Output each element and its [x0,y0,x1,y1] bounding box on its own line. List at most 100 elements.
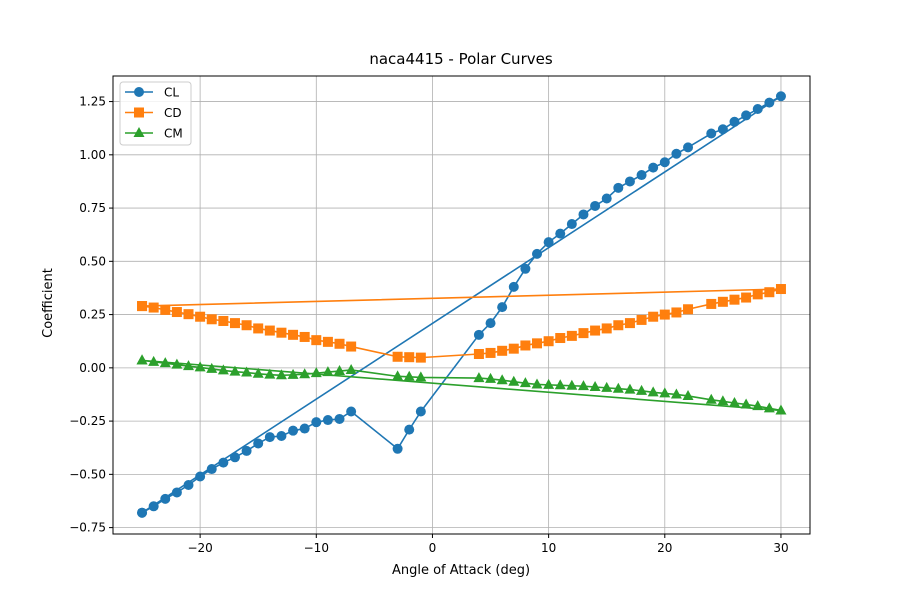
cm-point [392,370,404,381]
cd-point [346,341,357,352]
cd-point [683,304,694,315]
cl-point [229,452,240,463]
cl-point [741,110,752,121]
cm-point [670,388,682,399]
legend-item-cd: CD [125,106,182,120]
cd-point [415,352,426,363]
cl-point [171,487,182,498]
cm-point [310,367,322,378]
cl-point [624,176,635,187]
cd-point [729,294,740,305]
x-axis-label: Angle of Attack (deg) [392,563,530,578]
cm-point [171,358,183,369]
cd-point [299,331,310,342]
cl-point [183,480,194,491]
cd-point [183,309,194,320]
cl-point [148,501,159,512]
cd-point [717,296,728,307]
cl-point [752,104,763,115]
cl-point [764,97,775,108]
cd-point [334,338,345,349]
axes-frame [112,75,811,535]
cd-point [137,301,148,312]
cm-point [194,361,206,372]
cd-point [392,351,403,362]
cm-point [473,372,485,383]
y-tick-label: 0.75 [79,201,106,215]
cm-point [740,398,752,409]
cl-point [706,128,717,139]
cd-point [578,328,589,339]
cm-point [159,357,171,368]
cm-point [554,379,566,390]
cm-point [275,369,287,380]
cl-point [392,443,403,454]
cl-point [659,157,670,168]
cm-point [299,368,311,379]
cd-point [613,320,624,331]
cl-point [195,471,206,482]
cm-point [717,395,729,406]
y-tick-label: 1.00 [79,148,106,162]
cl-point [497,302,508,313]
cl-point [578,209,589,220]
cd-point [555,333,566,344]
cd-point [276,327,287,338]
cl-point [717,124,728,135]
cm-point [531,378,543,389]
cd-point [253,323,264,334]
cm-point [601,381,613,392]
cl-point [334,413,345,424]
cl-point [613,182,624,193]
cd-point [171,307,182,318]
cd-point [764,287,775,298]
cl-point [311,417,322,428]
y-tick-label: 0.00 [79,361,106,375]
legend-marker [134,87,144,97]
cd-point [497,345,508,356]
cd-point [671,307,682,318]
cd-point [322,336,333,347]
cd-point [241,320,252,331]
x-tick-label: 20 [657,541,672,555]
cm-point [508,375,520,386]
cm-point [577,380,589,391]
cl-point [683,142,694,153]
cd-point [706,298,717,309]
cd-point [195,311,206,322]
cm-point [415,371,427,382]
cl-point [566,219,577,230]
series-cl [137,91,786,518]
y-tick-label: 1.25 [79,95,106,109]
cm-point [334,365,346,376]
cm-point [322,366,334,377]
cl-point [322,415,333,426]
cm-point [589,381,601,392]
cm-point [287,368,299,379]
cd-point [624,318,635,329]
cd-point [590,325,601,336]
y-tick-label: 0.50 [79,254,106,268]
cm-point [763,402,775,413]
cl-point [520,263,531,274]
cm-point [403,370,415,381]
cm-point [636,384,648,395]
cd-point [160,304,171,315]
chart-title: naca4415 - Polar Curves [369,50,552,68]
cl-point [508,281,519,292]
cm-point [566,379,578,390]
cl-point [206,464,217,475]
cd-point [520,340,531,351]
cl-point [671,148,682,159]
cl-point [636,170,647,181]
cm-point [624,383,636,394]
cd-point [288,329,299,340]
cl-point [532,248,543,259]
cl-point [218,457,229,468]
plot-series [136,91,787,518]
cd-point [741,292,752,303]
cl-point [775,91,786,102]
cd-point [206,314,217,325]
legend-label: CD [164,106,182,120]
